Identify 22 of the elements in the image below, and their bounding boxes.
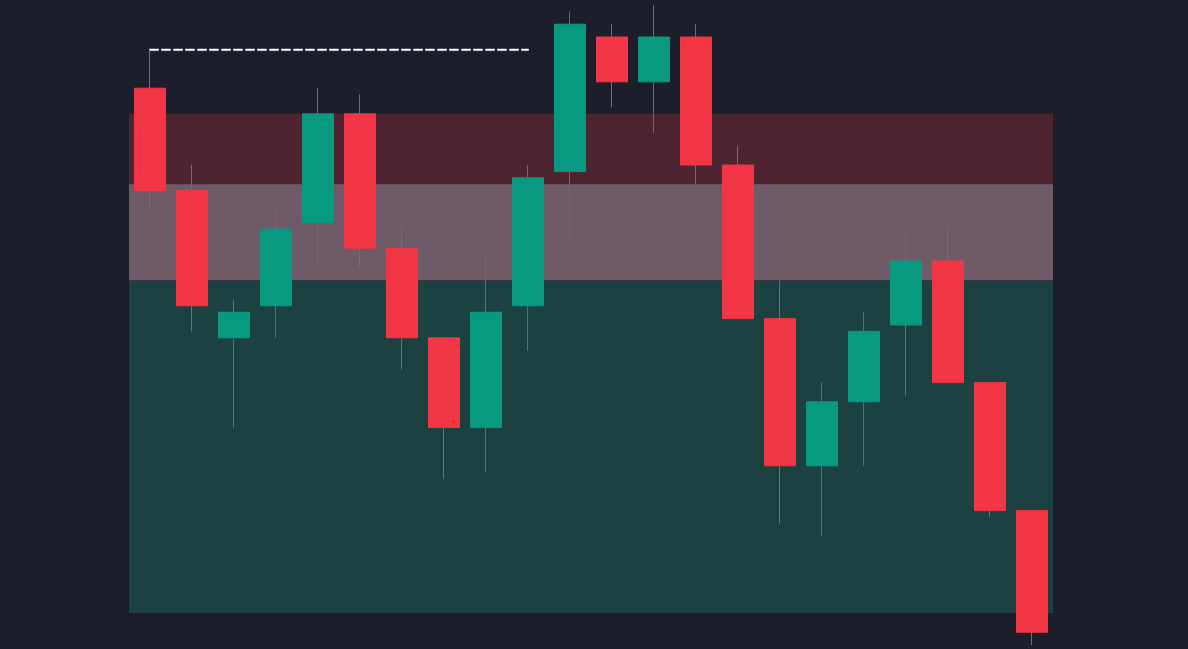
candlestick: [428, 337, 460, 480]
candlestick: [638, 4, 670, 134]
candlestick: [134, 49, 166, 211]
candlestick: [890, 228, 922, 396]
candlestick: [554, 10, 586, 243]
candlestick: [680, 23, 712, 185]
candlestick: [848, 311, 880, 467]
candlestick: [974, 382, 1006, 518]
candlestick: [386, 228, 418, 371]
candlestick: [512, 164, 544, 352]
candlestick: [344, 94, 376, 268]
candlestick: [806, 382, 838, 537]
candlestick: [470, 254, 502, 473]
candlestick: [722, 145, 754, 320]
candlestick: [764, 279, 796, 524]
candlestick: [596, 23, 628, 108]
candlestick: [1016, 510, 1048, 646]
candlestick: [218, 298, 250, 428]
candlestick: [932, 228, 964, 384]
candlestick: [302, 87, 334, 268]
candlestick: [260, 209, 292, 339]
candlestick: [176, 164, 208, 332]
